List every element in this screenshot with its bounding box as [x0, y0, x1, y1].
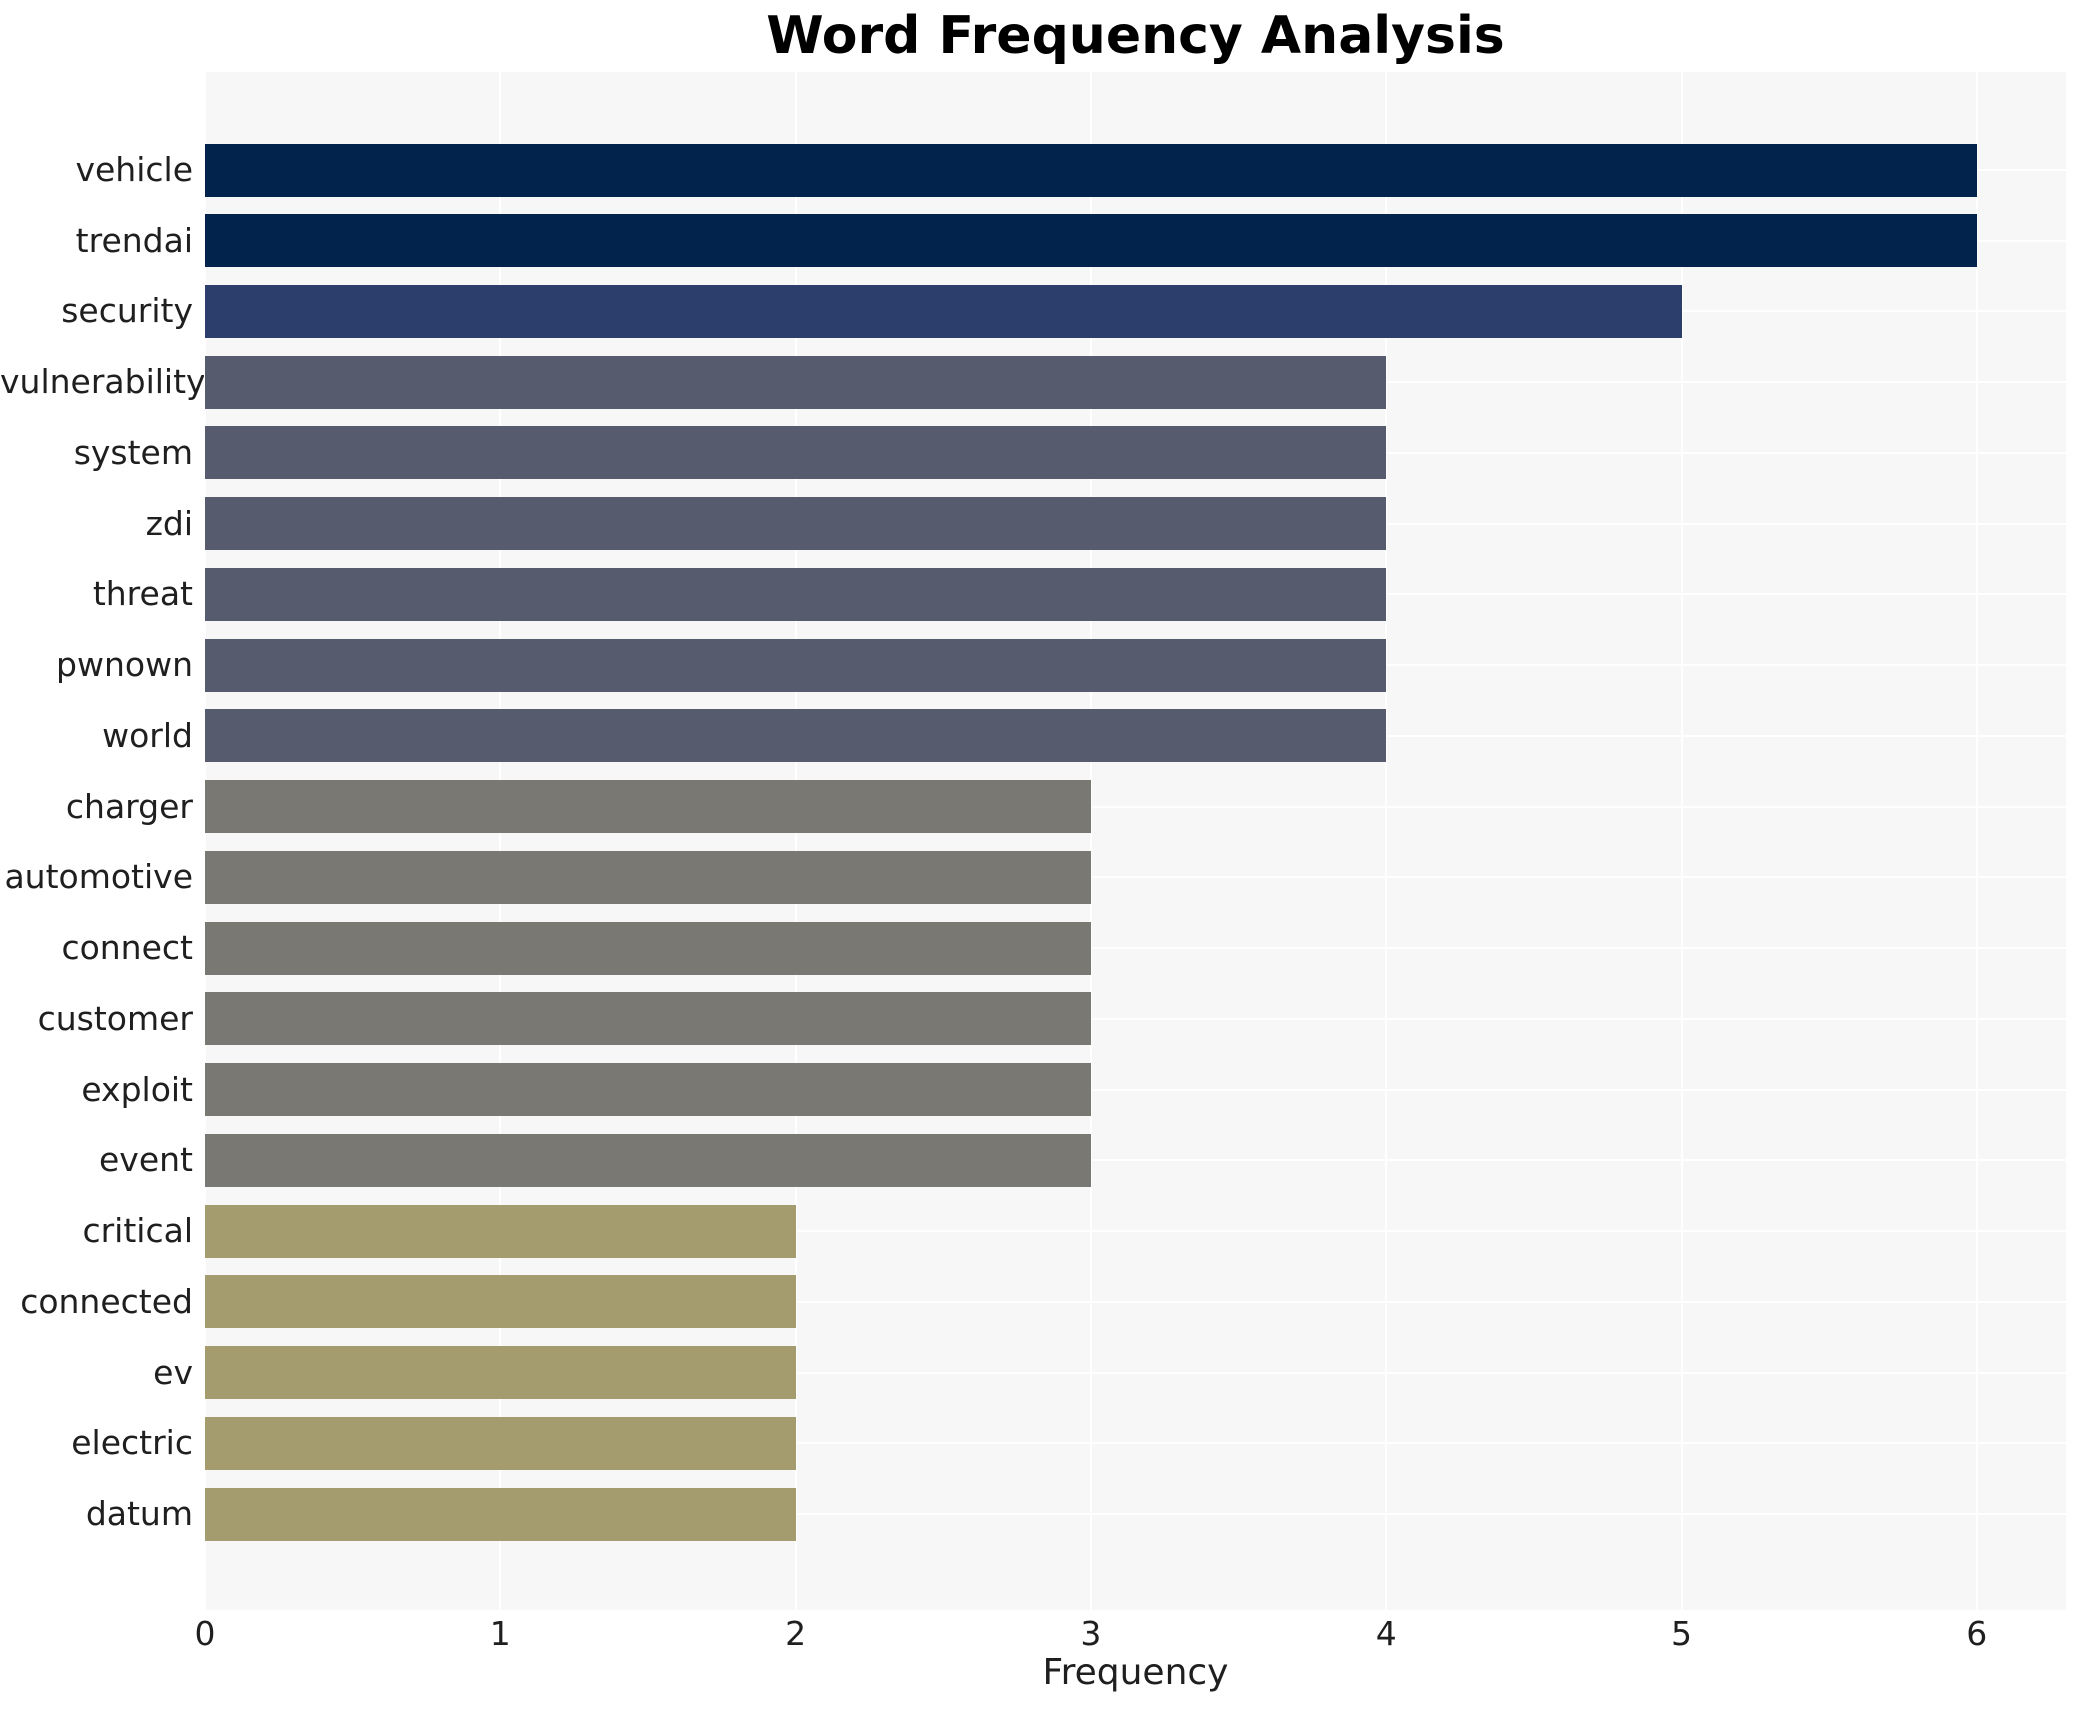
- x-tick-label-6: 6: [1966, 1614, 1988, 1653]
- bar-trendai: [205, 214, 1977, 268]
- y-gridline: [205, 1088, 2066, 1091]
- bar-ev: [205, 1346, 796, 1400]
- y-tick-label-exploit: exploit: [81, 1069, 193, 1109]
- x-tick-label-3: 3: [1080, 1614, 1102, 1653]
- bar-system: [205, 426, 1387, 480]
- bar-charger: [205, 780, 1091, 834]
- y-tick-label-world: world: [102, 715, 193, 755]
- x-tick-label-0: 0: [194, 1614, 216, 1653]
- bar-zdi: [205, 497, 1387, 551]
- y-tick-label-charger: charger: [65, 786, 193, 826]
- y-tick-label-vehicle: vehicle: [75, 150, 193, 189]
- x-gridline: [204, 72, 206, 1610]
- x-gridline: [1089, 72, 1092, 1610]
- bar-vulnerability: [205, 355, 1387, 409]
- bar-vehicle: [205, 143, 1977, 197]
- x-tick-label-2: 2: [785, 1614, 807, 1653]
- bar-connect: [205, 921, 1091, 975]
- bar-automotive: [205, 850, 1091, 904]
- x-gridline: [1975, 72, 1978, 1610]
- bar-threat: [205, 567, 1387, 621]
- y-tick-label-trendai: trendai: [75, 220, 193, 260]
- x-tick-label-5: 5: [1671, 1614, 1692, 1653]
- bar-connected: [205, 1275, 796, 1329]
- bar-event: [205, 1133, 1091, 1187]
- y-tick-label-event: event: [99, 1140, 193, 1180]
- bar-exploit: [205, 1063, 1091, 1117]
- x-axis-label: Frequency: [1042, 1652, 1229, 1693]
- y-tick-label-security: security: [61, 291, 193, 331]
- y-tick-label-datum: datum: [85, 1494, 193, 1534]
- y-gridline: [205, 1513, 2066, 1516]
- bar-customer: [205, 992, 1091, 1046]
- y-tick-label-zdi: zdi: [145, 503, 193, 543]
- y-gridline: [205, 1159, 2066, 1162]
- y-gridline: [205, 947, 2066, 950]
- y-gridline: [205, 1017, 2066, 1020]
- y-gridline: [205, 1442, 2066, 1445]
- y-tick-label-connect: connect: [61, 928, 193, 968]
- bar-datum: [205, 1487, 796, 1541]
- bar-critical: [205, 1204, 796, 1258]
- y-gridline: [205, 805, 2066, 808]
- x-gridline: [499, 72, 502, 1610]
- y-gridline: [205, 1371, 2066, 1374]
- y-tick-label-ev: ev: [153, 1352, 193, 1392]
- x-gridline: [794, 72, 797, 1610]
- x-gridline: [1680, 72, 1683, 1610]
- y-tick-label-electric: electric: [71, 1423, 193, 1463]
- x-tick-label-4: 4: [1375, 1614, 1397, 1653]
- y-tick-label-vulnerability: vulnerability: [0, 362, 206, 402]
- bar-pwnown: [205, 638, 1387, 692]
- x-gridline: [1385, 72, 1388, 1610]
- bar-world: [205, 709, 1387, 763]
- y-gridline: [205, 1230, 2066, 1233]
- bar-electric: [205, 1416, 796, 1470]
- y-gridline: [205, 876, 2066, 879]
- x-tick-label-1: 1: [489, 1614, 511, 1653]
- y-tick-label-system: system: [73, 432, 193, 472]
- y-tick-label-automotive: automotive: [4, 857, 193, 897]
- chart-title: Word Frequency Analysis: [766, 6, 1505, 66]
- y-tick-label-pwnown: pwnown: [56, 645, 193, 685]
- plot-area: [204, 72, 2066, 1610]
- y-tick-label-customer: customer: [37, 998, 193, 1038]
- bar-security: [205, 284, 1682, 338]
- y-tick-label-connected: connected: [20, 1281, 193, 1321]
- y-gridline: [205, 1300, 2066, 1303]
- y-tick-label-threat: threat: [92, 574, 193, 614]
- y-tick-label-critical: critical: [82, 1211, 193, 1251]
